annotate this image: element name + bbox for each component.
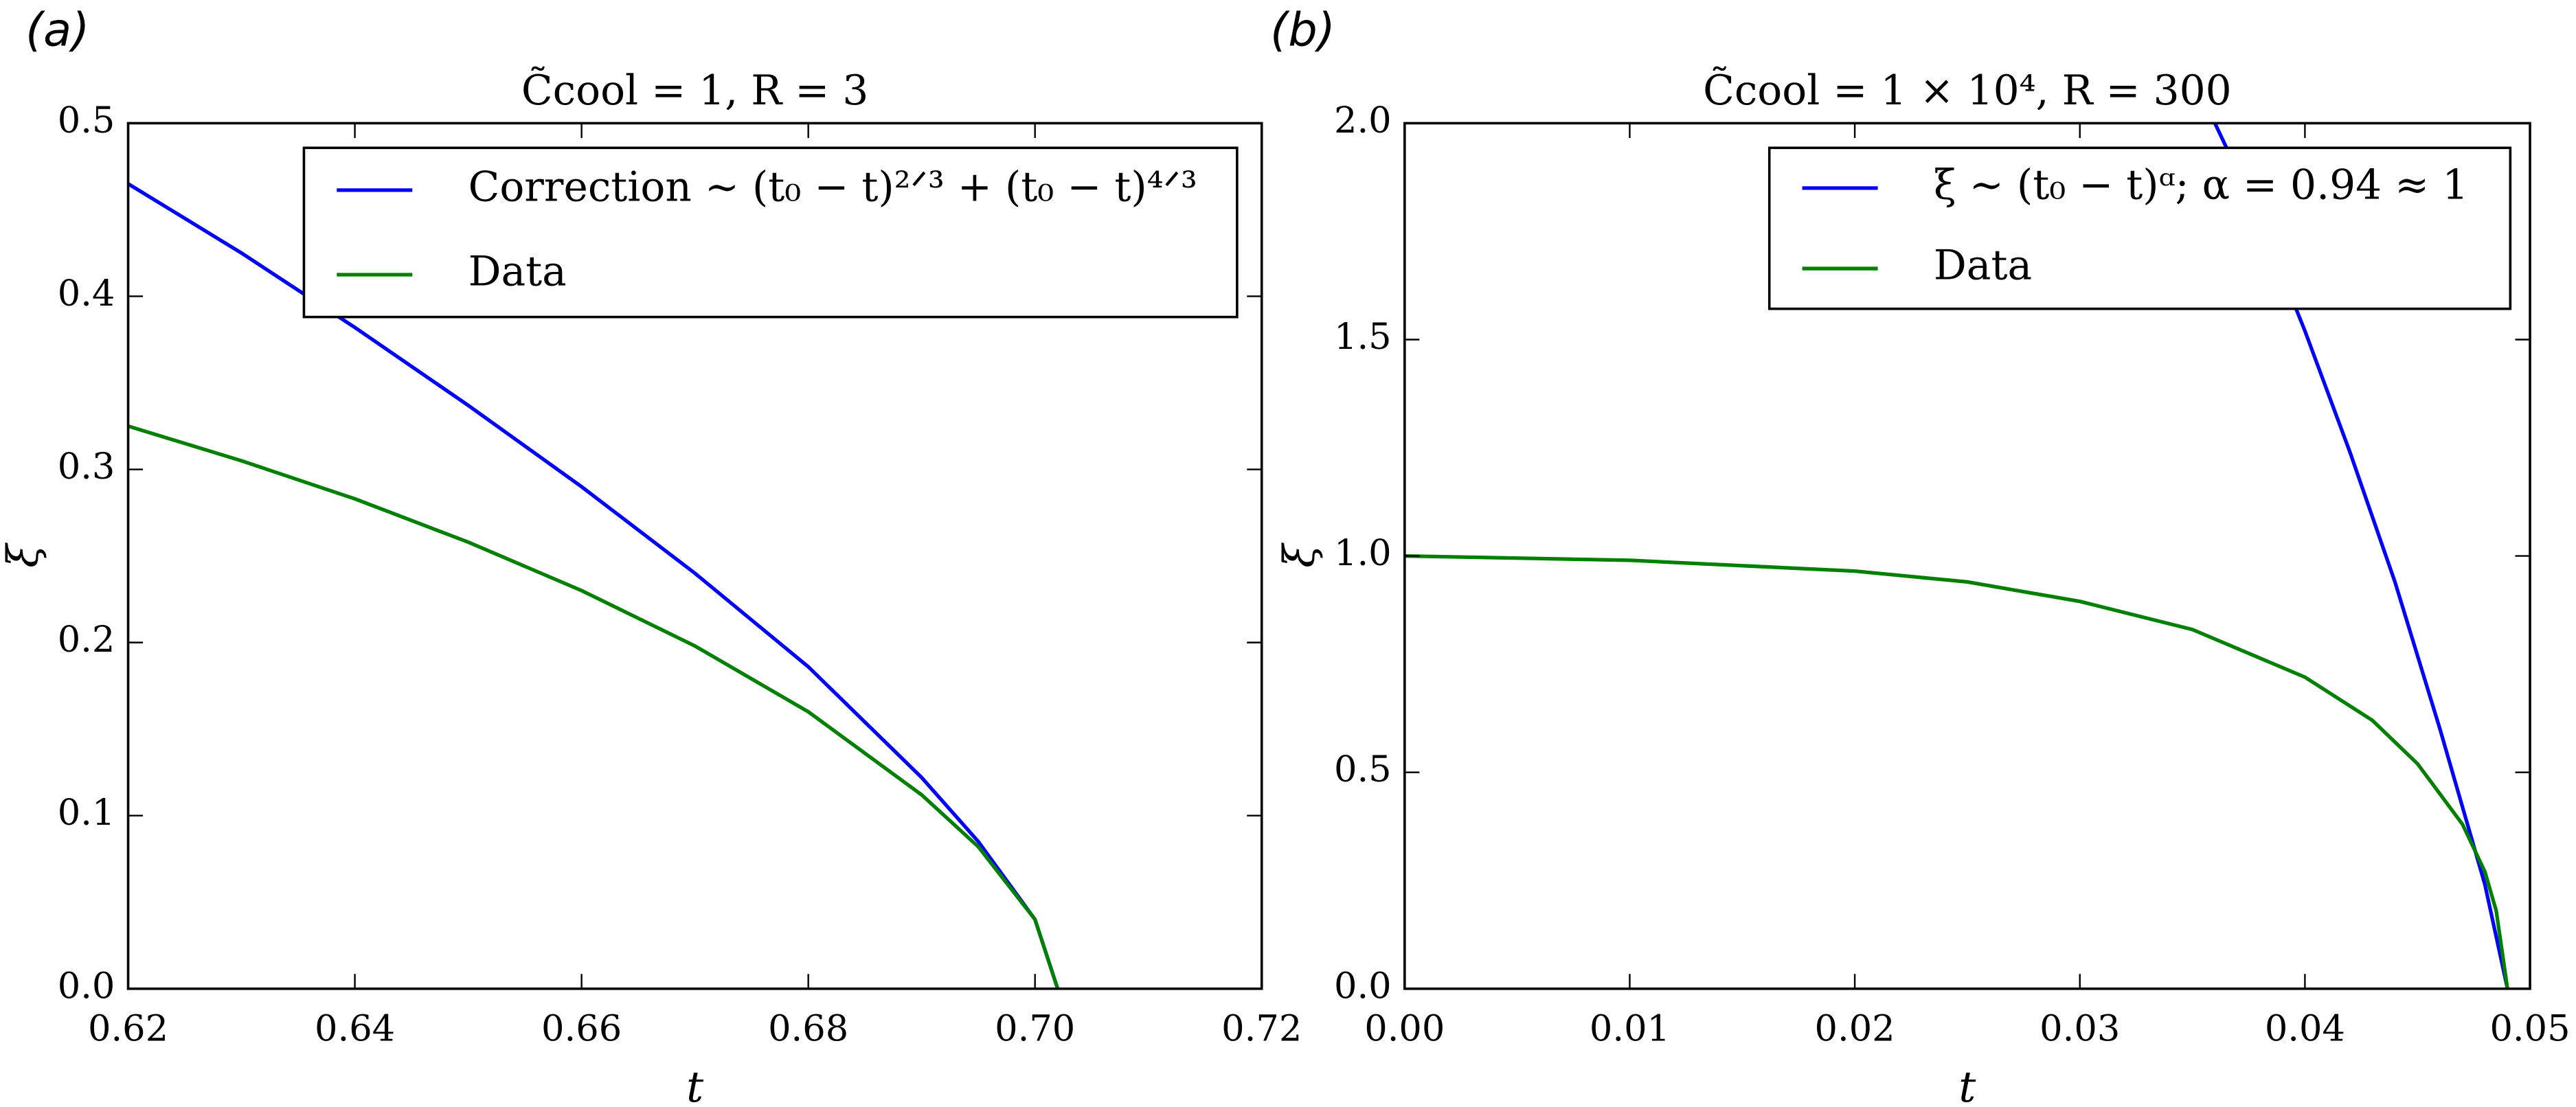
- panel-label: (b): [1270, 3, 1335, 56]
- x-tick-label: 0.05: [2489, 1007, 2570, 1049]
- data-line: [1404, 554, 2509, 989]
- x-tick-label: 0.04: [2265, 1007, 2345, 1049]
- x-tick-label: 0.03: [2040, 1007, 2120, 1049]
- y-tick-label: 0.1: [58, 792, 115, 834]
- y-tick-label: 0.0: [58, 965, 115, 1007]
- y-tick-label: 0.4: [58, 273, 115, 315]
- y-tick-label: 0.5: [1334, 749, 1392, 790]
- y-tick-label: 1.5: [1334, 316, 1392, 358]
- legend-box: [302, 146, 1239, 319]
- panel-label: (a): [25, 3, 89, 56]
- legend-label: ξ ∼ (t₀ − t)ᵅ; α = 0.94 ≈ 1: [1934, 161, 2468, 209]
- plot-frame: [126, 122, 1263, 990]
- x-axis-label: t: [1958, 1062, 1976, 1107]
- y-tick-label: 0.0: [1334, 965, 1392, 1007]
- x-tick-label: 0.00: [1364, 1007, 1445, 1049]
- y-tick-label: 0.2: [58, 619, 115, 661]
- x-tick-label: 0.72: [1221, 1007, 1302, 1049]
- x-tick-label: 0.62: [88, 1007, 168, 1049]
- legend-box: [1767, 146, 2512, 310]
- y-tick-label: 0.5: [58, 100, 115, 141]
- x-tick-label: 0.68: [768, 1007, 848, 1049]
- x-axis-label: t: [686, 1062, 704, 1107]
- chart-title: C̃cool = 1 × 10⁴, R = 300: [1703, 66, 2232, 115]
- chart-title: C̃cool = 1, R = 3: [521, 66, 868, 115]
- x-tick-label: 0.01: [1590, 1007, 1670, 1049]
- y-axis-label: ξ: [1274, 543, 1324, 568]
- data-line: [128, 424, 1060, 989]
- y-axis-label: ξ: [0, 543, 47, 568]
- legend-label: Data: [468, 249, 567, 296]
- y-tick-label: 0.3: [58, 446, 115, 488]
- legend-label: Correction ∼ (t₀ − t)²ᐟ³ + (t₀ − t)⁴ᐟ³: [468, 163, 1197, 211]
- y-tick-label: 1.0: [1334, 532, 1392, 574]
- legend-label: Data: [1934, 242, 2032, 290]
- x-tick-label: 0.64: [315, 1007, 395, 1049]
- x-tick-label: 0.02: [1815, 1007, 1895, 1049]
- x-tick-label: 0.70: [995, 1007, 1075, 1049]
- x-tick-label: 0.66: [541, 1007, 622, 1049]
- y-tick-label: 2.0: [1334, 100, 1392, 141]
